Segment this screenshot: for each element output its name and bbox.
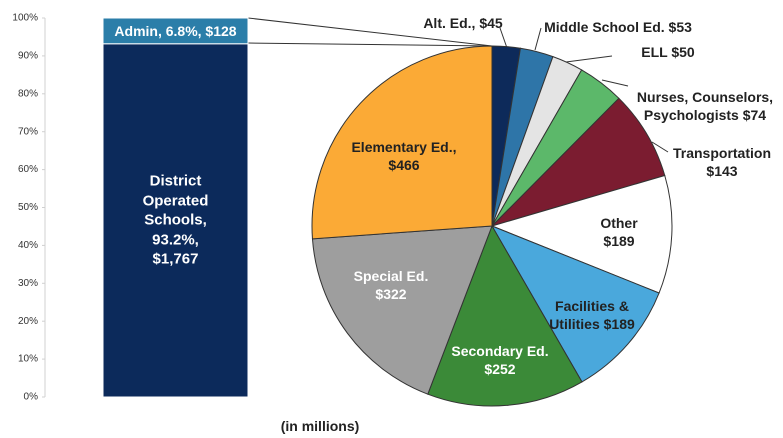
slice-label: Other $189 (600, 214, 638, 249)
pie-slice (490, 174, 673, 294)
y-tick-label: 20% (18, 316, 38, 327)
slice-label: ELL $50 (641, 43, 695, 60)
pie-slice (311, 225, 493, 395)
pie-slice (311, 45, 493, 240)
y-tick-label: 50% (18, 202, 38, 213)
slice-label: Elementary Ed., $466 (351, 138, 457, 173)
y-tick-label: 10% (18, 354, 38, 365)
slice-label: Middle School Ed. $53 (544, 18, 692, 35)
caption: (in millions) (280, 417, 360, 434)
bar-label: District Operated Schools, 93.2%, $1,767 (142, 172, 209, 268)
y-tick-label: 0% (24, 392, 39, 403)
y-tick-label: 60% (18, 164, 38, 175)
slice-label: Facilities & Utilities $189 (549, 297, 635, 332)
pie-slice (491, 97, 666, 227)
slice-label: Nurses, Counselors, Psychologists $74 (636, 88, 774, 123)
pie-slice (427, 224, 583, 407)
slice-label: Alt. Ed., $45 (423, 14, 503, 31)
slice-label: Special Ed. $322 (353, 267, 429, 302)
slice-label: Transportation $143 (672, 144, 771, 179)
y-tick-label: 70% (18, 126, 38, 137)
y-tick-label: 90% (18, 51, 38, 62)
y-tick-label: 30% (18, 278, 38, 289)
slice-label: Secondary Ed. $252 (451, 342, 549, 377)
bar-label: Admin, 6.8%, $128 (114, 22, 237, 39)
y-tick-label: 40% (18, 240, 38, 251)
y-tick-label: 100% (12, 13, 38, 24)
bar-segment (102, 17, 249, 45)
pie-slice (490, 224, 660, 383)
y-tick-label: 80% (18, 88, 38, 99)
leader-lines (247, 17, 669, 153)
